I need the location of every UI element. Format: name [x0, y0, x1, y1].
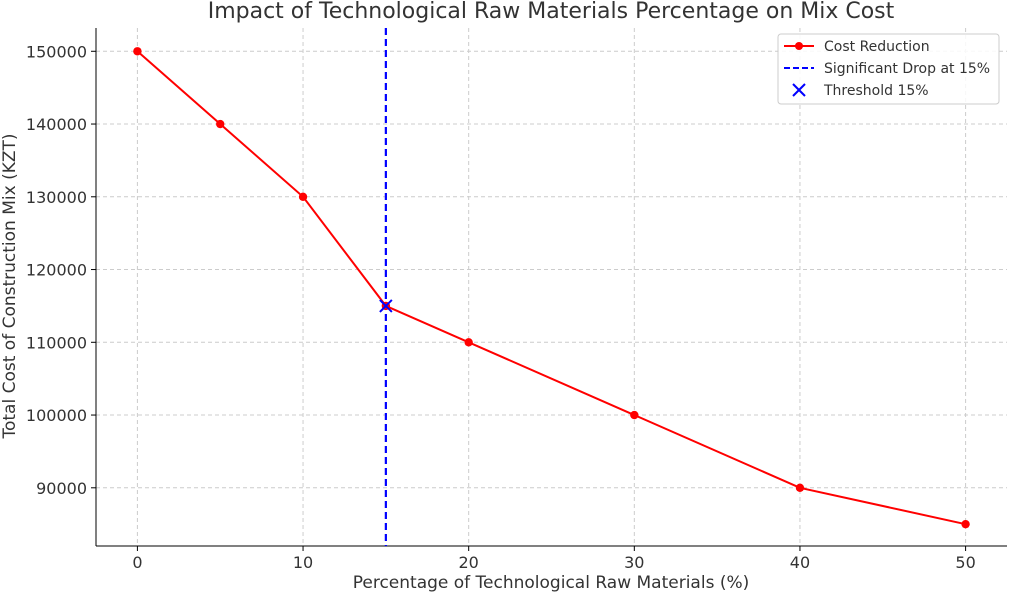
y-tick-label: 120000: [26, 261, 87, 280]
y-axis-title: Total Cost of Construction Mix (KZT): [0, 133, 20, 439]
y-tick-label: 110000: [26, 333, 87, 352]
x-tick-label: 10: [293, 553, 313, 572]
x-tick-label: 50: [955, 553, 975, 572]
data-point: [216, 120, 224, 128]
y-tick-label: 130000: [26, 188, 87, 207]
legend-label-significant-drop: Significant Drop at 15%: [824, 61, 990, 77]
data-point: [133, 47, 141, 55]
y-tick-label: 100000: [26, 406, 87, 425]
x-tick-label: 0: [132, 553, 142, 572]
legend-swatch-marker: [795, 42, 803, 50]
x-tick-label: 40: [790, 553, 810, 572]
y-tick-label: 150000: [26, 42, 87, 61]
legend-label-cost-reduction: Cost Reduction: [824, 39, 930, 55]
y-tick-label: 140000: [26, 115, 87, 134]
x-tick-label: 20: [459, 553, 479, 572]
legend-label-threshold: Threshold 15%: [823, 83, 929, 99]
data-point: [796, 484, 804, 492]
legend: Cost Reduction Significant Drop at 15% Thr…: [778, 34, 999, 104]
x-axis-title: Percentage of Technological Raw Material…: [353, 573, 750, 593]
data-point: [961, 520, 969, 528]
data-point: [299, 193, 307, 201]
data-point: [630, 411, 638, 419]
y-tick-label: 90000: [36, 479, 87, 498]
x-tick-label: 30: [624, 553, 644, 572]
chart-title: Impact of Technological Raw Materials Pe…: [208, 0, 895, 24]
data-point: [464, 338, 472, 346]
